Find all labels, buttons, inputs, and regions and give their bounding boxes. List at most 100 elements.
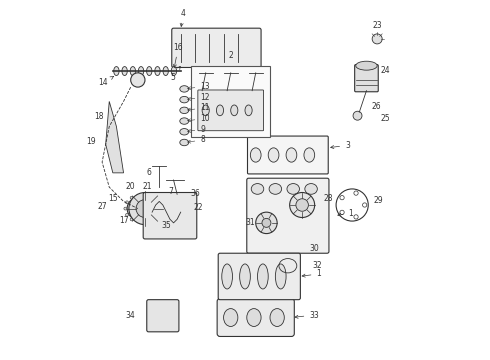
Ellipse shape — [143, 218, 146, 221]
Ellipse shape — [217, 105, 223, 116]
Text: 11: 11 — [188, 103, 210, 112]
Ellipse shape — [256, 212, 277, 234]
Text: 22: 22 — [194, 203, 203, 212]
Text: 20: 20 — [126, 182, 136, 191]
Ellipse shape — [247, 309, 261, 327]
Ellipse shape — [245, 105, 252, 116]
Text: 33: 33 — [295, 311, 319, 320]
Text: 31: 31 — [245, 218, 255, 227]
Ellipse shape — [136, 200, 154, 217]
Text: 26: 26 — [372, 102, 381, 111]
Ellipse shape — [268, 148, 279, 162]
Ellipse shape — [296, 199, 308, 211]
Ellipse shape — [222, 264, 232, 289]
Ellipse shape — [129, 193, 161, 225]
Text: 1: 1 — [338, 209, 353, 218]
Ellipse shape — [143, 196, 146, 199]
Ellipse shape — [147, 67, 152, 76]
Ellipse shape — [138, 67, 144, 76]
Text: 14: 14 — [98, 76, 114, 87]
Text: 29: 29 — [373, 196, 383, 205]
Polygon shape — [106, 102, 123, 173]
FancyBboxPatch shape — [217, 298, 294, 337]
Ellipse shape — [125, 201, 128, 204]
Ellipse shape — [304, 148, 315, 162]
Text: 6: 6 — [146, 168, 151, 177]
Ellipse shape — [124, 207, 127, 210]
Text: 4: 4 — [180, 9, 186, 26]
Text: 13: 13 — [188, 82, 210, 91]
Text: 10: 10 — [188, 114, 210, 123]
Text: 8: 8 — [188, 135, 205, 144]
Ellipse shape — [262, 219, 271, 227]
Text: 12: 12 — [188, 93, 210, 102]
FancyBboxPatch shape — [172, 28, 261, 67]
Text: 36: 36 — [190, 189, 200, 198]
Ellipse shape — [130, 67, 136, 76]
Ellipse shape — [180, 86, 189, 92]
Ellipse shape — [372, 34, 382, 44]
Text: 5: 5 — [170, 66, 180, 82]
Text: 30: 30 — [309, 244, 319, 253]
Text: 2: 2 — [228, 51, 233, 60]
Ellipse shape — [147, 213, 150, 216]
FancyBboxPatch shape — [247, 136, 328, 174]
Text: 19: 19 — [87, 137, 96, 146]
Text: 1: 1 — [302, 269, 321, 278]
Text: 32: 32 — [313, 261, 322, 270]
Ellipse shape — [258, 264, 268, 289]
FancyBboxPatch shape — [355, 64, 378, 92]
Text: 15: 15 — [108, 194, 118, 203]
Ellipse shape — [127, 198, 148, 219]
FancyBboxPatch shape — [198, 90, 264, 131]
Text: 23: 23 — [372, 21, 382, 30]
Text: 17: 17 — [119, 216, 128, 225]
Ellipse shape — [180, 139, 189, 146]
Ellipse shape — [251, 184, 264, 194]
Ellipse shape — [130, 196, 133, 199]
Ellipse shape — [114, 67, 119, 76]
Ellipse shape — [287, 184, 299, 194]
Text: 7: 7 — [169, 187, 173, 196]
Ellipse shape — [305, 184, 318, 194]
Ellipse shape — [180, 129, 189, 135]
Ellipse shape — [163, 67, 169, 76]
Text: 21: 21 — [142, 182, 151, 191]
Text: 28: 28 — [323, 194, 333, 203]
Ellipse shape — [125, 213, 128, 216]
Ellipse shape — [340, 195, 344, 200]
Text: 35: 35 — [162, 221, 172, 230]
Ellipse shape — [202, 105, 209, 116]
Text: 9: 9 — [188, 125, 205, 134]
Ellipse shape — [155, 67, 160, 76]
Ellipse shape — [275, 264, 286, 289]
Text: 16: 16 — [173, 42, 183, 68]
FancyBboxPatch shape — [218, 253, 300, 300]
Ellipse shape — [290, 193, 315, 217]
Ellipse shape — [136, 220, 139, 222]
Ellipse shape — [250, 148, 261, 162]
FancyBboxPatch shape — [143, 193, 197, 239]
Ellipse shape — [356, 61, 377, 70]
Ellipse shape — [286, 148, 297, 162]
Text: 25: 25 — [381, 114, 391, 123]
Ellipse shape — [147, 201, 150, 204]
Ellipse shape — [180, 118, 189, 124]
Ellipse shape — [354, 215, 358, 219]
Ellipse shape — [240, 264, 250, 289]
Ellipse shape — [363, 203, 367, 207]
Ellipse shape — [270, 309, 284, 327]
Ellipse shape — [223, 309, 238, 327]
Ellipse shape — [131, 73, 145, 87]
Ellipse shape — [180, 107, 189, 113]
FancyBboxPatch shape — [247, 178, 329, 253]
Text: 27: 27 — [98, 202, 107, 211]
Ellipse shape — [149, 207, 152, 210]
Ellipse shape — [130, 218, 133, 221]
Bar — [192, 66, 270, 137]
Ellipse shape — [180, 96, 189, 103]
Ellipse shape — [354, 191, 358, 195]
Text: 24: 24 — [381, 66, 391, 75]
Ellipse shape — [136, 195, 139, 198]
Ellipse shape — [269, 184, 282, 194]
